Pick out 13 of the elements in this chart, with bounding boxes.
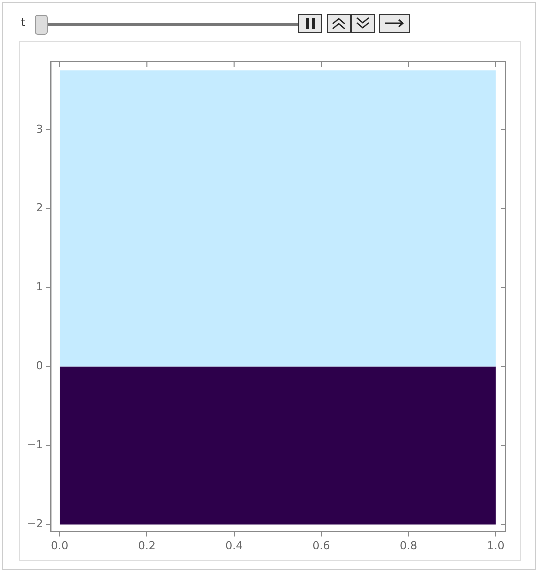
x-tick-label: 0.8 [400,539,418,552]
text: t [21,16,26,29]
y-tick-label: −2 [26,518,44,531]
y-tick-label: 3 [36,122,44,136]
x-tick-label: 1.0 [487,539,505,552]
y-tick-label: 2 [36,202,44,215]
y-tick-label: −1 [26,438,44,452]
y-tick-label: 1 [36,280,44,294]
x-tick-label: 0.0 [51,539,69,552]
x-tick-label: 0.4 [226,539,244,552]
y-tick-label: 0 [36,360,44,373]
x-tick-label: 0.2 [138,539,156,552]
x-tick-label: 0.6 [312,539,330,552]
